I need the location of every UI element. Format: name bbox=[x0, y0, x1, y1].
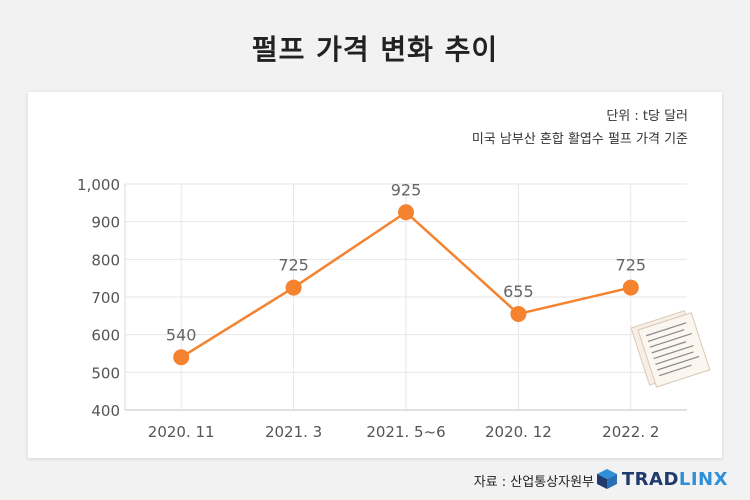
label-layer: 540 725 925 655 725 bbox=[166, 180, 646, 344]
y-tick-label: 600 bbox=[91, 327, 120, 345]
data-label: 655 bbox=[503, 282, 534, 301]
x-tick-label: 2021. 3 bbox=[265, 423, 322, 441]
data-point bbox=[510, 305, 527, 322]
cube-logo-icon bbox=[596, 469, 617, 489]
tradlinx-logo: TRAD LINX bbox=[596, 468, 728, 490]
point-layer bbox=[173, 204, 639, 366]
x-tick-label: 2022. 2 bbox=[602, 423, 659, 441]
data-label: 725 bbox=[278, 256, 309, 275]
unit-note: 단위 : t당 달러 bbox=[606, 109, 688, 124]
y-tick-label: 500 bbox=[91, 364, 120, 382]
data-label: 540 bbox=[166, 325, 197, 344]
y-tick-label: 1,000 bbox=[77, 176, 120, 194]
page-title: 펄프 가격 변화 추이 bbox=[251, 33, 499, 66]
data-point bbox=[622, 279, 639, 296]
data-label: 725 bbox=[616, 256, 647, 275]
y-tick-label: 800 bbox=[91, 251, 120, 269]
basis-note: 미국 남부산 혼합 활엽수 펄프 가격 기준 bbox=[471, 132, 688, 147]
line-chart: 400 500 600 700 800 900 1,000 2020. 11 2021. 3 20… bbox=[77, 176, 711, 441]
axis-layer: 400 500 600 700 800 900 1,000 2020. 11 2021. 3 20… bbox=[77, 176, 687, 441]
source-text: 자료 : 산업통상자원부 bbox=[473, 475, 594, 490]
x-tick-label: 2020. 12 bbox=[485, 423, 552, 441]
x-tick-label: 2020. 11 bbox=[148, 423, 215, 441]
x-tick-label: 2021. 5~6 bbox=[366, 423, 445, 441]
logo-text-linx: LINX bbox=[678, 468, 728, 490]
data-point bbox=[398, 204, 414, 221]
footer: 자료 : 산업통상자원부 TRAD LINX bbox=[0, 466, 750, 494]
data-point bbox=[285, 279, 302, 296]
logo-text-trad: TRAD bbox=[621, 468, 679, 490]
y-tick-label: 900 bbox=[91, 214, 120, 232]
chart-card: 단위 : t당 달러 미국 남부산 혼합 활엽수 펄프 가격 기준 400 500… bbox=[28, 92, 722, 458]
paper-decoration-icon bbox=[630, 310, 711, 388]
y-tick-label: 700 bbox=[91, 289, 120, 307]
y-tick-label: 400 bbox=[91, 402, 120, 420]
data-label: 925 bbox=[391, 180, 422, 199]
data-point bbox=[173, 349, 190, 366]
